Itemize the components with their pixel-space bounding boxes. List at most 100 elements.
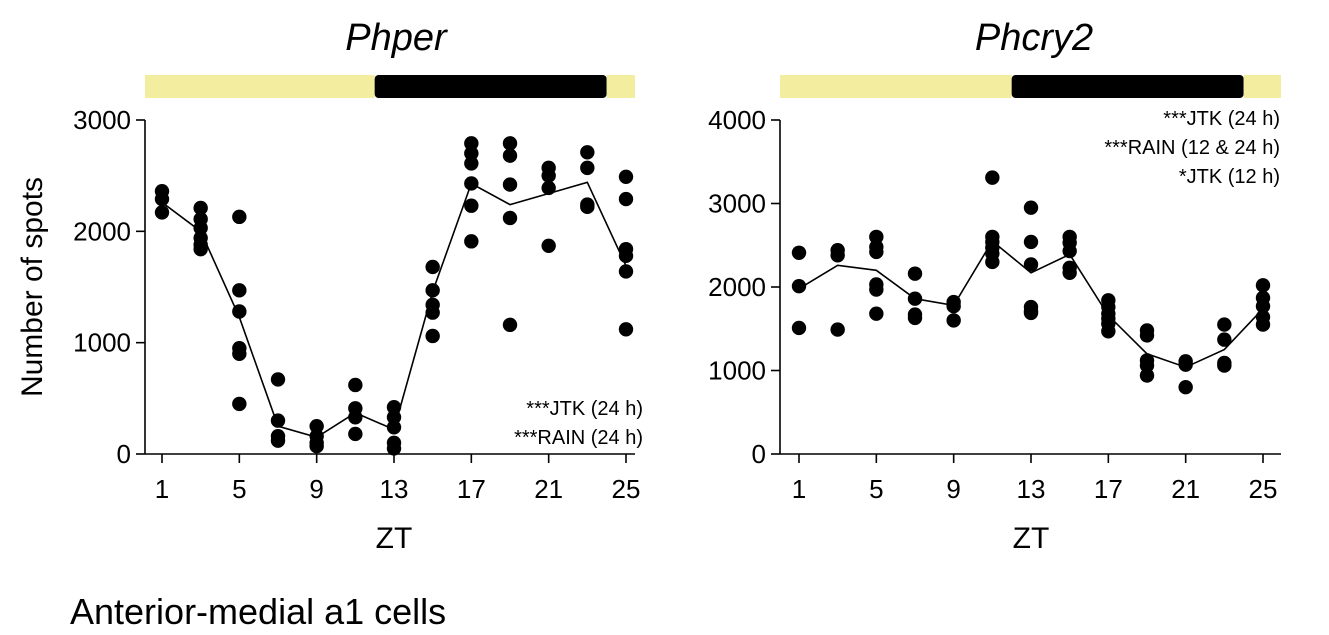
phper-point-zt23-1 [580, 160, 595, 176]
phper-point-zt1-1 [154, 191, 170, 207]
figure-caption: Anterior-medial a1 cells [70, 591, 447, 632]
phcry2-point-zt3-2 [830, 322, 845, 337]
phcry2-ytick-label-3000: 3000 [708, 189, 766, 219]
phcry2-xtick-label-21: 21 [1171, 474, 1200, 504]
phper-point-zt17-5 [464, 234, 479, 249]
phcry2-point-zt19-3 [1139, 358, 1155, 373]
phper-point-zt25-0 [618, 169, 634, 184]
phcry2-title: Phcry2 [975, 17, 1093, 59]
phper-point-zt5-4 [232, 346, 247, 361]
phper-point-zt11-0 [348, 377, 363, 393]
phper-point-zt19-0 [502, 136, 518, 151]
phcry2-point-zt3-1 [830, 248, 845, 263]
phper-light-phase-bar-0 [145, 75, 375, 98]
phcry2-dark-phase-bar-1 [1011, 75, 1244, 98]
phper-point-zt15-0 [425, 259, 440, 275]
phper-xtick-label-25: 25 [612, 474, 641, 504]
phper-point-zt17-3 [464, 176, 479, 191]
phcry2-point-zt15-2 [1062, 243, 1077, 259]
phper-point-zt17-4 [464, 198, 479, 213]
phper-point-zt5-5 [232, 396, 247, 412]
phper-point-zt25-3 [618, 248, 634, 264]
phper-xtick-label-1: 1 [155, 474, 169, 504]
phper-stat-annotation-0: ***JTK (24 h) [526, 398, 643, 420]
phcry2-point-zt21-2 [1178, 380, 1193, 395]
phcry2-point-zt13-5 [1023, 305, 1039, 321]
phper-point-zt17-1 [464, 146, 479, 161]
phcry2-point-zt23-0 [1217, 317, 1232, 332]
phper-point-zt21-1 [541, 168, 556, 183]
phper-point-zt9-3 [309, 439, 324, 454]
phcry2-point-zt15-4 [1062, 265, 1077, 281]
phcry2-point-zt25-4 [1255, 317, 1271, 332]
phper-point-zt9-0 [309, 418, 324, 434]
phper-point-zt13-4 [386, 441, 402, 456]
phcry2-point-zt1-1 [791, 278, 807, 294]
phcry2-xtick-label-1: 1 [792, 474, 806, 504]
phper-point-zt15-1 [425, 283, 440, 298]
phper-point-zt15-3 [425, 305, 440, 320]
phper-point-zt17-2 [464, 156, 479, 171]
phper-light-phase-bar-2 [606, 75, 635, 98]
phcry2-point-zt23-1 [1217, 332, 1232, 347]
phcry2-xtick-label-5: 5 [869, 474, 883, 504]
phcry2-ytick-label-1000: 1000 [708, 356, 766, 386]
phper-point-zt25-1 [618, 191, 634, 207]
phcry2-point-zt5-5 [869, 306, 884, 321]
phper-xtick-label-5: 5 [232, 474, 246, 504]
phper-point-zt15-4 [425, 328, 440, 344]
phper-point-zt19-3 [502, 210, 518, 226]
phcry2-point-zt11-0 [985, 170, 1000, 185]
phper-stat-annotation-1: ***RAIN (24 h) [514, 427, 643, 449]
phper-y-axis-label: Number of spots [16, 177, 49, 397]
phper-ytick-label-1000: 1000 [73, 328, 131, 358]
phper-point-zt21-3 [541, 238, 556, 254]
phcry2-xtick-label-17: 17 [1094, 474, 1123, 504]
phcry2-ytick-label-2000: 2000 [708, 272, 766, 302]
phcry2-point-zt7-1 [907, 291, 923, 306]
phcry2-point-zt1-0 [791, 245, 807, 260]
phcry2-point-zt23-3 [1217, 358, 1232, 373]
phper-point-zt23-0 [580, 145, 595, 160]
phper-point-zt5-2 [232, 304, 247, 319]
phper-point-zt23-3 [580, 199, 595, 215]
phcry2-point-zt5-4 [869, 282, 884, 297]
phper-ytick-label-0: 0 [117, 439, 131, 469]
phper-dark-phase-bar-1 [374, 75, 607, 98]
phper-title: Phper [345, 17, 448, 59]
phper-ytick-label-2000: 2000 [73, 216, 131, 246]
phper-point-zt7-3 [270, 433, 286, 448]
phper-point-zt3-2 [193, 220, 208, 236]
phper-point-zt11-2 [348, 410, 363, 425]
phper-ytick-label-3000: 3000 [73, 105, 131, 135]
phper-point-zt5-1 [232, 283, 247, 298]
phcry2-point-zt9-2 [946, 313, 961, 328]
phper-xtick-label-17: 17 [457, 474, 486, 504]
phper-point-zt17-0 [464, 136, 479, 151]
phper-point-zt13-2 [386, 420, 402, 435]
phper-point-zt21-2 [541, 180, 556, 196]
phper-x-axis-label: ZT [376, 522, 413, 555]
phper-point-zt25-4 [618, 264, 634, 279]
phcry2-point-zt25-0 [1255, 278, 1271, 293]
phper-point-zt19-1 [502, 148, 518, 163]
phcry2-point-zt5-2 [869, 244, 884, 260]
phcry2-point-zt1-2 [791, 320, 807, 336]
phper-point-zt19-2 [502, 177, 518, 192]
phper-point-zt3-5 [193, 241, 208, 257]
phcry2-panel: Phcry2 0 1000 2000 3000 4000 1 5 9 13 17 21 25 ZT ***J… [708, 17, 1281, 555]
phper-point-zt7-1 [270, 413, 286, 428]
phper-point-zt13-1 [386, 410, 402, 425]
phcry2-stat-annotation-2: *JTK (12 h) [1179, 166, 1280, 188]
phper-panel: Phper 0 1000 2000 3000 1 5 9 13 17 21 25 ZT Number of… [16, 17, 643, 555]
phcry2-stat-annotation-0: ***JTK (24 h) [1163, 108, 1280, 130]
phcry2-point-zt19-4 [1139, 368, 1155, 383]
phcry2-point-zt13-0 [1023, 200, 1039, 215]
phcry2-point-zt17-5 [1101, 324, 1116, 339]
phcry2-xtick-label-9: 9 [946, 474, 960, 504]
phcry2-point-zt13-2 [1023, 257, 1039, 272]
phcry2-point-zt7-0 [907, 266, 923, 281]
phcry2-point-zt13-1 [1023, 234, 1039, 250]
phper-point-zt1-2 [154, 205, 170, 220]
